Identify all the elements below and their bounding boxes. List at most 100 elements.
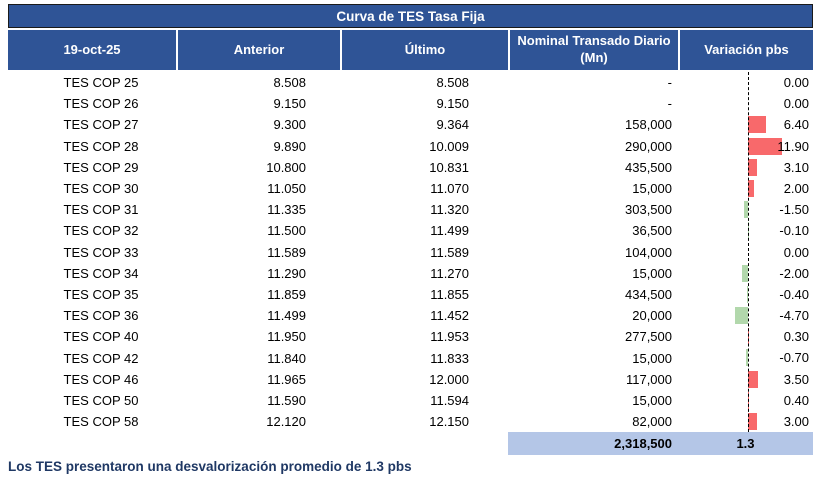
table-row: TES COP 50 11.590 11.594 15,000 0.40 [8, 390, 813, 411]
table-body: TES COP 25 8.508 8.508 - 0.00 TES COP 26… [8, 72, 813, 433]
variacion-cell: -1.50 [678, 199, 813, 220]
variacion-cell: 0.40 [678, 390, 813, 411]
anterior-value: 12.120 [266, 414, 306, 430]
bond-name: TES COP 35 [63, 286, 139, 302]
nominal-value: 36,500 [632, 223, 672, 239]
variacion-value: 3.00 [783, 414, 809, 429]
anterior-value: 11.290 [267, 265, 306, 281]
nominal-value: - [667, 96, 672, 112]
ultimo-value: 12.000 [429, 371, 469, 387]
anterior-value: 9.890 [273, 138, 306, 154]
anterior-value: 11.950 [267, 329, 306, 345]
bond-name: TES COP 28 [63, 138, 139, 154]
variacion-cell: 3.00 [678, 411, 813, 432]
variacion-value: -4.70 [779, 308, 809, 324]
variacion-cell: 0.00 [678, 72, 813, 93]
variacion-value: 0.30 [783, 329, 809, 345]
variacion-cell: 3.10 [678, 157, 813, 178]
variacion-value: 2.00 [783, 180, 809, 196]
anterior-value: 11.859 [267, 286, 306, 302]
variation-bar-negative [746, 285, 748, 303]
ultimo-value: 11.855 [430, 286, 469, 302]
anterior-value: 11.500 [267, 223, 306, 239]
bond-name: TES COP 40 [63, 329, 139, 345]
bond-name: TES COP 50 [63, 392, 139, 408]
variacion-value: -0.70 [779, 350, 809, 366]
bond-name: TES COP 32 [63, 223, 139, 239]
variacion-value: -1.50 [779, 202, 809, 218]
variacion-value: 0.00 [783, 244, 809, 260]
variacion-cell: -2.00 [678, 263, 813, 284]
variacion-value: -0.40 [779, 286, 809, 302]
variacion-cell: 2.00 [678, 178, 813, 199]
variation-bar-positive [748, 116, 767, 134]
anterior-value: 11.590 [267, 392, 306, 408]
bond-name: TES COP 25 [63, 75, 139, 91]
anterior-value: 11.335 [267, 202, 306, 218]
nominal-value: 158,000 [625, 117, 672, 133]
anterior-value: 11.050 [267, 181, 306, 197]
variacion-cell: -0.40 [678, 284, 813, 305]
nominal-value: 20,000 [632, 308, 672, 324]
ultimo-value: 11.953 [430, 329, 469, 345]
variacion-value: 0.40 [783, 392, 809, 408]
bond-name: TES COP 31 [63, 202, 139, 218]
header-nominal: Nominal Transado Diario (Mn) [508, 30, 678, 70]
ultimo-value: 9.364 [436, 117, 469, 133]
variacion-cell: 6.40 [678, 114, 813, 135]
variation-bar-negative [742, 264, 748, 282]
ultimo-value: 11.833 [430, 350, 469, 366]
ultimo-value: 11.499 [430, 223, 469, 239]
summary-note: Los TES presentaron una desvalorización … [8, 459, 412, 475]
ultimo-value: 11.594 [430, 392, 469, 408]
anterior-value: 9.150 [273, 96, 306, 112]
table-row: TES COP 30 11.050 11.070 15,000 2.00 [8, 178, 813, 199]
ultimo-value: 11.320 [430, 202, 469, 218]
nominal-value: 82,000 [632, 414, 672, 430]
table-row: TES COP 34 11.290 11.270 15,000 -2.00 [8, 263, 813, 284]
variacion-value: 11.90 [777, 138, 809, 154]
variacion-cell: 3.50 [678, 369, 813, 390]
anterior-value: 8.508 [273, 75, 306, 91]
ultimo-value: 8.508 [436, 75, 469, 91]
anterior-value: 11.840 [267, 350, 306, 366]
table-row: TES COP 46 11.965 12.000 117,000 3.50 [8, 369, 813, 390]
total-row: 2,318,500 1.3 [8, 432, 813, 456]
variation-bar-positive [748, 179, 754, 197]
bond-name: TES COP 27 [63, 117, 139, 133]
header-date: 19-oct-25 [8, 30, 176, 70]
variacion-cell: -0.70 [678, 347, 813, 368]
variation-bar-positive [748, 413, 757, 430]
table-title: Curva de TES Tasa Fija [8, 4, 813, 28]
nominal-value: 434,500 [625, 286, 672, 302]
header-anterior: Anterior [176, 30, 340, 70]
total-variacion: 1.3 [678, 432, 813, 456]
variacion-cell: -4.70 [678, 305, 813, 326]
anterior-value: 11.499 [267, 308, 306, 324]
variacion-cell: 0.00 [678, 242, 813, 263]
anterior-value: 11.965 [267, 371, 306, 387]
nominal-value: 15,000 [632, 265, 672, 281]
variacion-value: 3.10 [783, 159, 809, 175]
table-row: TES COP 35 11.859 11.855 434,500 -0.40 [8, 284, 813, 305]
bond-name: TES COP 29 [63, 159, 139, 175]
variacion-cell: 0.30 [678, 326, 813, 347]
table-row: TES COP 40 11.950 11.953 277,500 0.30 [8, 326, 813, 347]
variacion-value: -0.10 [779, 223, 809, 239]
variacion-value: 6.40 [783, 117, 809, 133]
nominal-value: 277,500 [625, 329, 672, 345]
table-row: TES COP 33 11.589 11.589 104,000 0.00 [8, 242, 813, 263]
variation-bar-negative [743, 201, 748, 219]
nominal-value: 104,000 [625, 244, 672, 260]
variacion-cell: -0.10 [678, 220, 813, 241]
variacion-value: 0.00 [783, 75, 809, 90]
ultimo-value: 11.452 [430, 308, 469, 324]
ultimo-value: 11.070 [430, 181, 469, 197]
ultimo-value: 9.150 [436, 96, 469, 112]
bond-name: TES COP 58 [63, 414, 139, 430]
ultimo-value: 12.150 [429, 414, 469, 430]
ultimo-value: 11.270 [430, 265, 469, 281]
table-row: TES COP 58 12.120 12.150 82,000 3.00 [8, 411, 813, 432]
total-nominal: 2,318,500 [508, 432, 678, 456]
